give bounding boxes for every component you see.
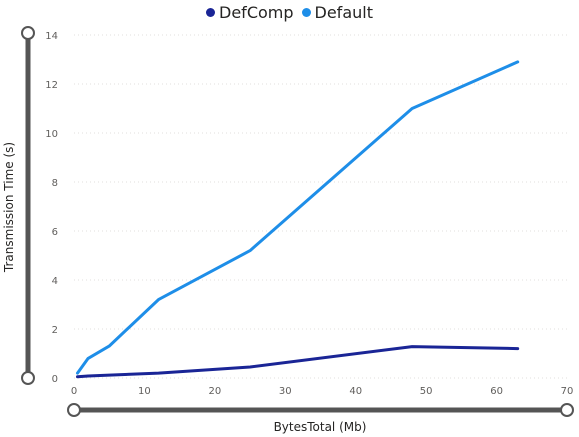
x-tick-label: 0 xyxy=(71,386,77,397)
x-tick-label: 10 xyxy=(138,386,151,397)
x-axis-title: BytesTotal (Mb) xyxy=(274,420,367,434)
x-tick-label: 40 xyxy=(349,386,362,397)
series-line-defcomp[interactable] xyxy=(76,345,520,379)
x-zoom-handle-right[interactable] xyxy=(560,403,574,417)
y-tick-label: 4 xyxy=(52,276,58,287)
legend-marker-defcomp xyxy=(206,7,216,17)
x-axis-ticks: 0 10 20 30 40 50 60 70 xyxy=(71,386,574,397)
y-tick-label: 8 xyxy=(52,178,58,189)
y-zoom-handle-top[interactable] xyxy=(21,26,35,40)
x-tick-label: 20 xyxy=(208,386,221,397)
legend-label-defcomp: DefComp xyxy=(219,2,294,22)
y-zoom-handle-bottom[interactable] xyxy=(21,371,35,385)
y-tick-label: 2 xyxy=(52,325,58,336)
y-axis-ticks: 0 2 4 6 8 10 12 14 xyxy=(45,31,58,385)
legend-label-default: Default xyxy=(314,2,373,22)
y-tick-label: 6 xyxy=(52,227,58,238)
legend-item-default[interactable]: Default xyxy=(301,2,373,22)
series-lines xyxy=(76,60,520,379)
y-tick-label: 14 xyxy=(45,31,58,42)
x-tick-label: 60 xyxy=(490,386,503,397)
y-axis-title: Transmission Time (s) xyxy=(2,142,16,273)
y-tick-label: 0 xyxy=(52,374,58,385)
y-tick-label: 10 xyxy=(45,129,58,140)
y-tick-label: 12 xyxy=(45,80,58,91)
x-tick-label: 50 xyxy=(420,386,433,397)
x-tick-label: 70 xyxy=(561,386,574,397)
x-tick-label: 30 xyxy=(279,386,292,397)
legend-item-defcomp[interactable]: DefComp xyxy=(206,3,294,22)
gridlines xyxy=(74,34,567,379)
series-line-default[interactable] xyxy=(76,60,520,375)
legend: DefComp Default xyxy=(0,0,579,24)
legend-marker-default xyxy=(301,7,311,17)
x-zoom-handle-left[interactable] xyxy=(67,403,81,417)
